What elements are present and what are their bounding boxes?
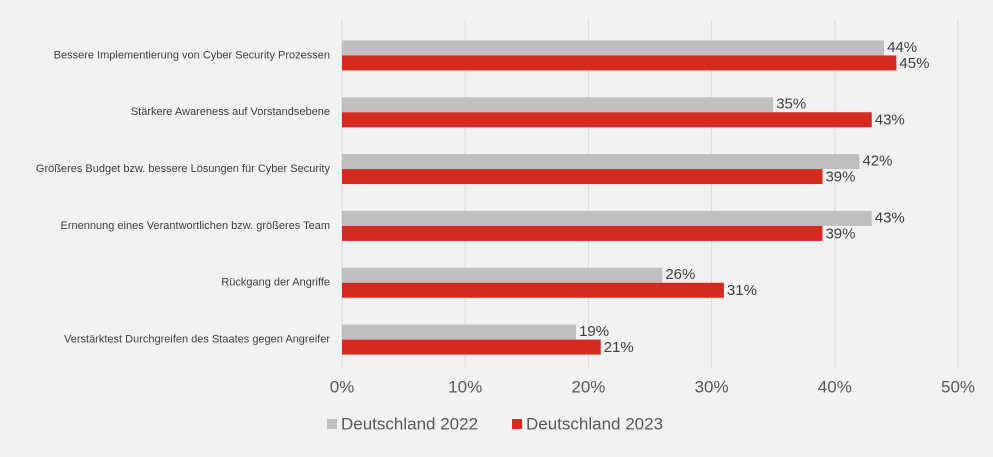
legend-label: Deutschland 2023 <box>526 414 663 433</box>
data-label: 31% <box>727 282 757 299</box>
y-tick-label: Verstärktest Durchgreifen des Staates ge… <box>64 333 330 345</box>
bar <box>342 112 872 128</box>
data-label: 35% <box>776 96 806 113</box>
legend-label: Deutschland 2022 <box>341 414 478 433</box>
y-tick-label: Bessere Implementierung von Cyber Securi… <box>54 49 330 61</box>
x-tick-label: 20% <box>571 377 605 396</box>
data-label: 19% <box>579 323 609 340</box>
bar <box>342 97 774 113</box>
bar <box>342 324 577 340</box>
data-label: 39% <box>825 169 855 186</box>
bar <box>342 210 872 226</box>
data-label: 44% <box>887 39 917 56</box>
data-label: 43% <box>875 112 905 129</box>
bar <box>342 169 823 185</box>
bar <box>342 339 601 355</box>
data-label: 43% <box>875 209 905 226</box>
x-tick-label: 30% <box>695 377 729 396</box>
bar <box>342 40 885 56</box>
y-tick-label: Ernennung eines Verantwortlichen bzw. gr… <box>61 220 330 232</box>
data-label: 42% <box>862 153 892 170</box>
x-tick-label: 10% <box>448 377 482 396</box>
bar <box>342 154 860 170</box>
bar <box>342 55 897 71</box>
legend-swatch <box>327 419 337 429</box>
x-tick-label: 0% <box>330 377 355 396</box>
y-tick-label: Stärkere Awareness auf Vorstandsebene <box>131 106 330 118</box>
y-tick-label: Rückgang der Angriffe <box>221 277 330 289</box>
x-tick-label: 50% <box>941 377 975 396</box>
bar <box>342 267 663 283</box>
bar <box>342 282 724 298</box>
data-label: 45% <box>899 55 929 72</box>
legend-swatch <box>512 419 522 429</box>
bar <box>342 225 823 241</box>
data-label: 21% <box>604 339 634 356</box>
y-tick-label: Größeres Budget bzw. bessere Lösungen fü… <box>36 163 331 175</box>
data-label: 26% <box>665 266 695 283</box>
x-tick-label: 40% <box>818 377 852 396</box>
data-label: 39% <box>825 225 855 242</box>
